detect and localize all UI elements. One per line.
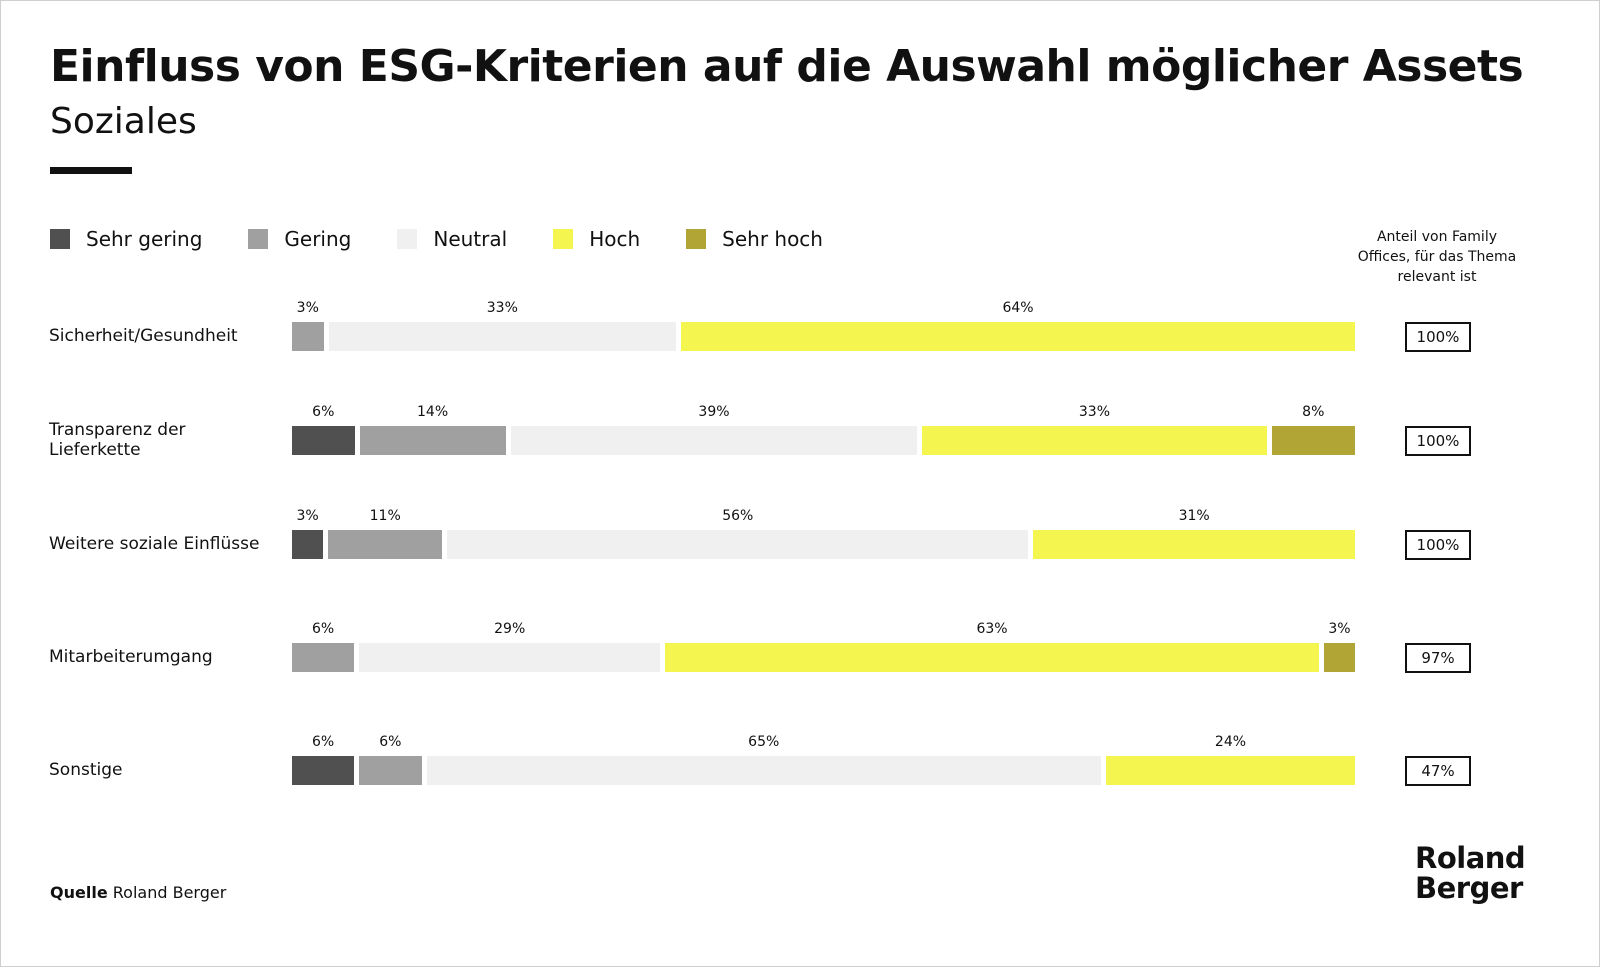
legend-swatch — [397, 229, 418, 249]
bar-segment — [665, 643, 1319, 672]
category-label: Sonstige — [49, 760, 123, 780]
bar-segment — [426, 756, 1101, 785]
data-label: 14% — [417, 404, 449, 420]
legend-swatch — [686, 229, 707, 249]
legend-item: Sehr hoch — [686, 227, 823, 251]
legend-label: Hoch — [589, 227, 641, 251]
data-label: 3% — [296, 300, 319, 316]
legend-label: Sehr hoch — [722, 227, 823, 251]
bar-segment — [359, 756, 422, 785]
relevance-header: Anteil von Family Offices, für das Thema… — [1357, 229, 1517, 285]
source-label: Quelle — [50, 883, 108, 902]
data-label: 63% — [976, 621, 1008, 637]
relevance-value: 100% — [1405, 322, 1471, 352]
bar-segment — [1105, 756, 1355, 785]
data-label: 65% — [748, 734, 780, 750]
data-label: 39% — [698, 404, 730, 420]
bar-segment — [292, 756, 355, 785]
data-label: 3% — [296, 508, 319, 524]
data-label: 8% — [1302, 404, 1325, 420]
roland-berger-logo: Roland Berger — [1415, 841, 1526, 905]
data-label: 6% — [312, 734, 335, 750]
category-label: Weitere soziale Einflüsse — [49, 534, 260, 554]
bar-segment — [292, 530, 324, 559]
data-label: 56% — [722, 508, 754, 524]
legend-label: Gering — [284, 227, 352, 251]
chart-subtitle: Soziales — [50, 101, 197, 142]
legend-item: Hoch — [553, 227, 640, 251]
bar-segment — [292, 322, 324, 351]
title-rule — [50, 167, 132, 174]
category-label: Mitarbeiterumgang — [49, 647, 213, 667]
source-value: Roland Berger — [112, 883, 227, 902]
bar-segment — [922, 426, 1267, 455]
bar-segment — [328, 530, 443, 559]
legend: Sehr gering Gering Neutral Hoch Sehr hoch — [50, 227, 869, 251]
data-label: 3% — [1328, 621, 1351, 637]
legend-label: Neutral — [433, 227, 508, 251]
data-label: 11% — [369, 508, 401, 524]
data-label: 31% — [1178, 508, 1210, 524]
data-label: 6% — [312, 621, 335, 637]
bar-segment — [1033, 530, 1355, 559]
bar-segment — [1323, 643, 1355, 672]
data-label: 29% — [494, 621, 526, 637]
legend-item: Sehr gering — [50, 227, 202, 251]
bar-segment — [292, 643, 355, 672]
legend-swatch — [248, 229, 269, 249]
relevance-value: 47% — [1405, 756, 1471, 786]
bar-segment — [681, 322, 1355, 351]
bar-segment — [359, 426, 506, 455]
legend-item: Neutral — [397, 227, 507, 251]
relevance-value: 100% — [1405, 426, 1471, 456]
data-label: 24% — [1214, 734, 1247, 750]
legend-label: Sehr gering — [86, 227, 203, 251]
bar-segment — [510, 426, 918, 455]
legend-swatch — [50, 229, 70, 249]
bar-segment — [1271, 426, 1355, 455]
data-label: 33% — [1078, 404, 1111, 420]
data-label: 64% — [1002, 300, 1034, 316]
chart-title: Einfluss von ESG-Kriterien auf die Auswa… — [50, 41, 1524, 92]
relevance-value: 97% — [1405, 643, 1471, 673]
bar-segment — [447, 530, 1029, 559]
bar-segment — [328, 322, 677, 351]
relevance-value: 100% — [1405, 530, 1471, 560]
legend-item: Gering — [248, 227, 351, 251]
data-label: 6% — [312, 404, 335, 420]
legend-swatch — [553, 229, 574, 249]
data-label: 33% — [486, 300, 518, 316]
category-label: Transparenz der Lieferkette — [49, 420, 186, 460]
data-label: 6% — [379, 734, 402, 750]
category-label: Sicherheit/Gesundheit — [49, 326, 238, 346]
source: Quelle Roland Berger — [50, 883, 226, 902]
bar-segment — [359, 643, 661, 672]
bar-segment — [292, 426, 355, 455]
